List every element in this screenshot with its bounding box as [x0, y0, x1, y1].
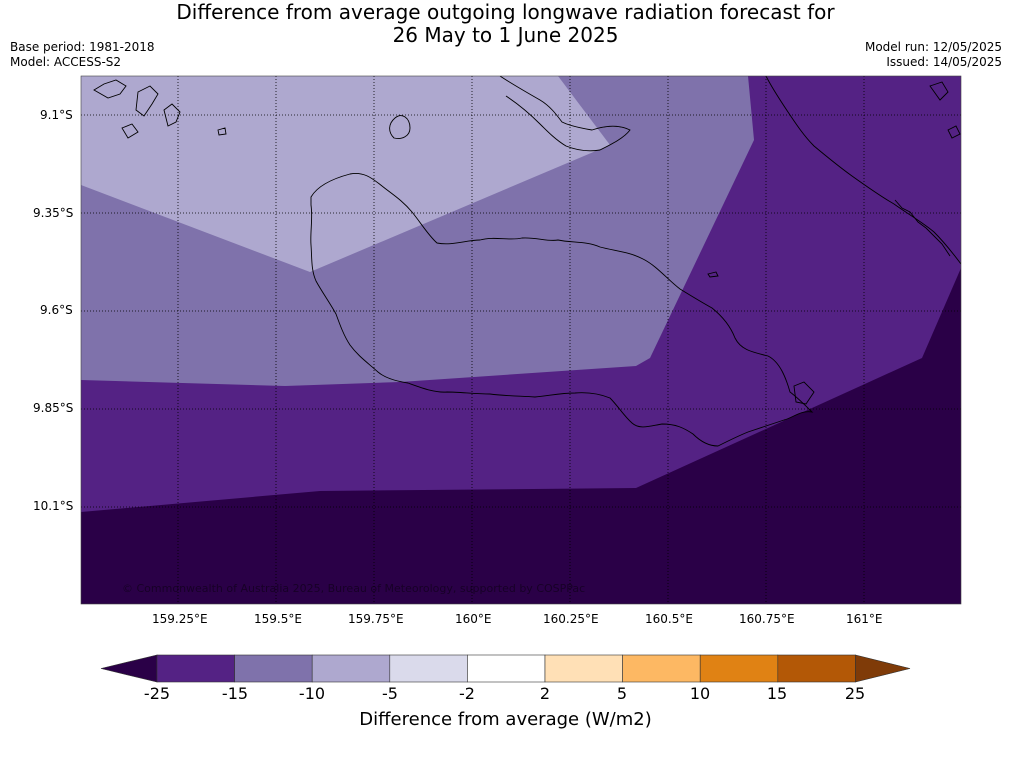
lon-label-4: 160°E [455, 612, 492, 626]
colorbar-bin-5 [467, 654, 546, 683]
title-line-1: Difference from average outgoing longwav… [176, 0, 835, 24]
copyright-notice: © Commonwealth of Australia 2025, Bureau… [122, 582, 585, 595]
islet-small-east [707, 271, 719, 278]
model-run: Model run: 12/05/2025 [864, 40, 1002, 54]
islet-southeast [793, 381, 815, 405]
colorbar-label-10: 25 [844, 684, 866, 703]
lat-label-5: 10.1°S [33, 499, 74, 513]
coastlines [93, 76, 961, 447]
coastline-nw-islets [93, 79, 227, 139]
colorbar-extend-high [855, 654, 911, 683]
colorbar-label-3: -10 [298, 684, 326, 703]
colorbar-label-2: -15 [221, 684, 249, 703]
anomaly-zone-below-25 [81, 268, 961, 604]
colorbar-extend-low [100, 654, 158, 683]
lon-label-3: 159.75°E [348, 612, 404, 626]
coastline-northeast-island [765, 76, 961, 265]
lon-label-8: 161°E [846, 612, 883, 626]
colorbar-bin-4 [389, 654, 468, 683]
title-line-2: 26 May to 1 June 2025 [392, 23, 619, 47]
colorbar-label-9: 15 [766, 684, 788, 703]
coastline-northwest-island [499, 76, 631, 152]
colorbar-bin-2 [234, 654, 313, 683]
issued-date: Issued: 14/05/2025 [886, 55, 1002, 69]
colorbar-label-8: 10 [689, 684, 711, 703]
lat-label-4: 9.85°S [33, 401, 74, 415]
colorbar-bin-7 [622, 654, 701, 683]
lat-label-2: 9.35°S [33, 206, 74, 220]
colorbar-bin-1 [156, 654, 235, 683]
colorbar-label-1: -25 [143, 684, 171, 703]
colorbar-label-6: 2 [539, 684, 551, 703]
map-frame [80, 75, 962, 605]
colorbar [100, 654, 911, 683]
lon-label-7: 160.75°E [739, 612, 795, 626]
coastline-northeast-fringe [894, 199, 951, 257]
lon-label-2: 159.5°E [254, 612, 302, 626]
coastline-main-island [310, 172, 814, 447]
colorbar-bin-3 [311, 654, 391, 683]
colorbar-label-7: 5 [616, 684, 628, 703]
colorbar-label-5: -2 [459, 684, 475, 703]
base-period: Base period: 1981-2018 [10, 40, 155, 54]
colorbar-bin-9 [777, 654, 856, 683]
lat-label-1: 9.1°S [40, 108, 73, 122]
islet-round [389, 115, 411, 139]
islet-ne-tip [929, 81, 961, 139]
lat-label-3: 9.6°S [40, 303, 73, 317]
lon-label-5: 160.25°E [543, 612, 599, 626]
colorbar-title: Difference from average (W/m2) [359, 709, 652, 730]
colorbar-bin-8 [699, 654, 779, 683]
graticule [81, 76, 961, 604]
colorbar-label-4: -5 [382, 684, 398, 703]
model-name: Model: ACCESS-S2 [10, 55, 122, 69]
lon-label-1: 159.25°E [152, 612, 208, 626]
colorbar-bin-6 [544, 654, 623, 683]
anomaly-zone-5-to-10 [81, 76, 610, 272]
lon-label-6: 160.5°E [645, 612, 693, 626]
